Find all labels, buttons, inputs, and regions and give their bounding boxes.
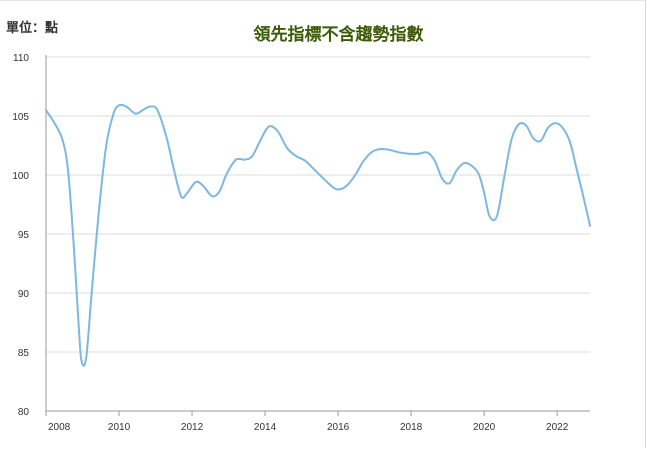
chart-title: 領先指標不含趨勢指數 (253, 25, 424, 45)
x-tick-label: 2022 (546, 422, 569, 433)
x-tick-labels: 2008 2010 2012 2014 2016 2018 2020 2022 (48, 422, 569, 433)
y-tick-label: 85 (18, 348, 30, 359)
x-tick-label: 2010 (108, 422, 131, 433)
x-tick-label: 2016 (327, 422, 350, 433)
y-tick-label: 100 (12, 171, 29, 182)
y-tick-labels: 80 85 90 95 100 105 110 (12, 53, 29, 418)
series-line (45, 103, 591, 367)
axes (45, 55, 590, 416)
y-tick-label: 80 (18, 407, 30, 418)
unit-label: 單位：點 (6, 21, 59, 36)
x-tick-label: 2008 (48, 422, 71, 433)
x-tick-label: 2018 (400, 422, 423, 433)
x-tick-label: 2014 (254, 422, 277, 433)
gridlines (46, 56, 590, 353)
x-tick-label: 2012 (181, 422, 204, 433)
y-tick-label: 95 (18, 230, 30, 241)
y-tick-label: 105 (12, 112, 29, 123)
y-tick-label: 90 (18, 289, 30, 300)
series-layer (45, 103, 591, 367)
y-tick-label: 110 (13, 53, 29, 64)
x-tick-label: 2020 (473, 422, 496, 433)
